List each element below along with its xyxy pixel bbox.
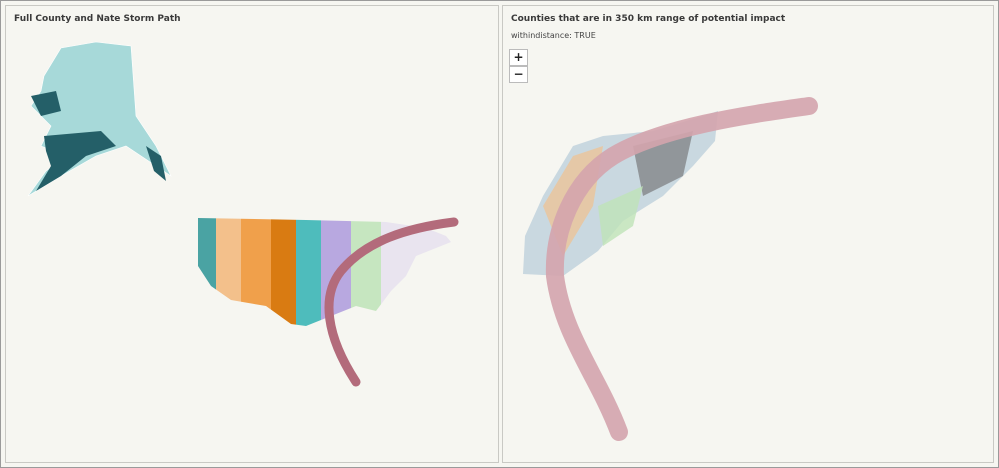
zoom-in[interactable]: + (509, 49, 528, 66)
panel-title: Full County and Nate Storm Path (14, 14, 181, 24)
left-panel: Full County and Nate Storm Path (5, 5, 499, 463)
right-panel: Counties that are in 350 km range of pot… (502, 5, 994, 463)
storm-path (324, 217, 459, 387)
zoom-out[interactable]: − (509, 66, 528, 83)
map (27, 41, 459, 387)
counties (598, 186, 643, 246)
alaska-highlight (31, 91, 166, 191)
filter-label: withindistance: TRUE (511, 31, 596, 40)
alaska (27, 41, 172, 197)
panel-title: Counties that are in 350 km range of pot… (511, 14, 786, 24)
map (523, 97, 818, 441)
storm-path (545, 97, 818, 441)
